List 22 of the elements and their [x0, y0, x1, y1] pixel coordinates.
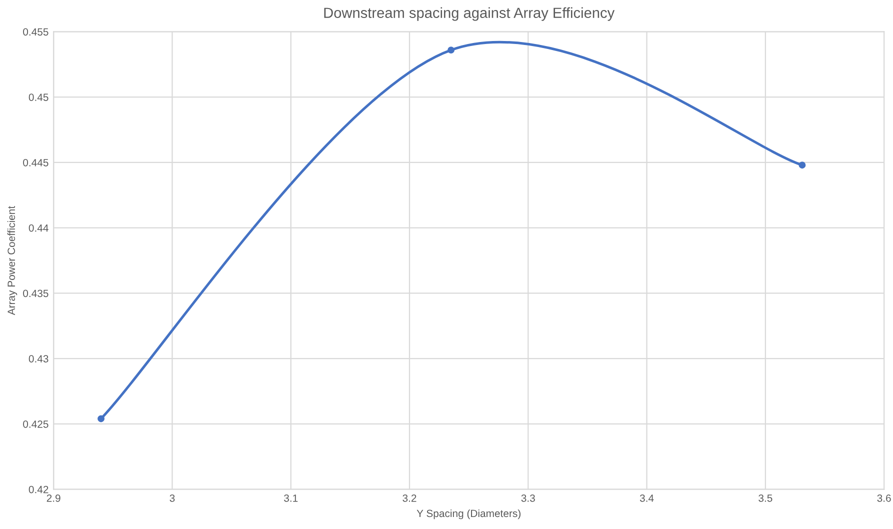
x-tick-label: 2.9	[46, 494, 60, 502]
point	[448, 46, 454, 54]
x-tick-label: 3.3	[521, 494, 535, 502]
x-tick-label: 3.4	[640, 494, 654, 502]
x-tick-label: 3.6	[877, 494, 891, 502]
y-tick-label: 0.435	[23, 290, 48, 298]
y-axis-title: Array Power Coefficient	[7, 206, 18, 316]
y-tick-label: 0.43	[28, 355, 48, 362]
point	[798, 162, 806, 169]
x-tick-label: 3.1	[284, 494, 298, 502]
y-tick-label: 0.425	[23, 420, 48, 428]
y-tick-label: 0.45	[28, 94, 48, 101]
y-tick-label: 0.44	[28, 224, 48, 232]
y-tick-label: 0.42	[28, 486, 48, 494]
x-tick-label: 3	[170, 494, 175, 502]
x-axis-title: Y Spacing (Diameters)	[416, 509, 520, 520]
y-tick-label: 0.445	[23, 158, 48, 166]
chart-title: Downstream spacing against Array Efficiency	[324, 7, 615, 21]
x-tick-label: 3.2	[402, 494, 416, 502]
point	[98, 415, 105, 422]
x-tick-label: 3.5	[758, 494, 772, 502]
y-tick-label: 0.455	[23, 28, 48, 36]
